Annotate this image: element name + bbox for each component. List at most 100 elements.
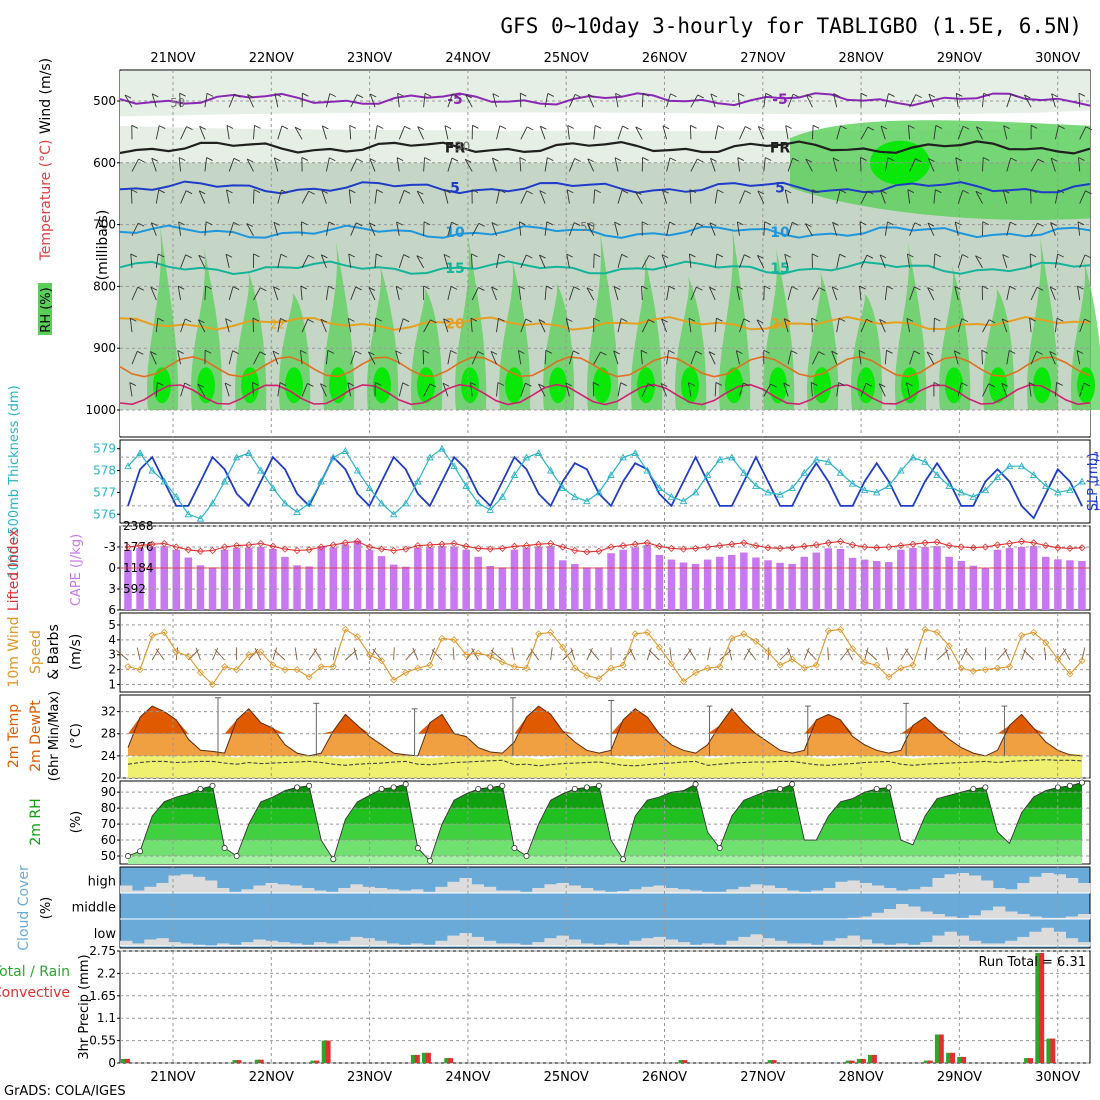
wind-barb-flag [329, 157, 336, 162]
wind-barb [1029, 253, 1032, 268]
cape-bar [703, 559, 712, 610]
wind-barb [151, 158, 157, 172]
wind-barb [566, 254, 570, 268]
wind-barb [661, 254, 668, 269]
wind-barb-flag [199, 125, 206, 130]
wind-barb-flag [199, 190, 206, 195]
cloud-high-bar [289, 885, 303, 893]
wind-barb-flag [661, 254, 669, 259]
wind-barb-flag [976, 126, 983, 131]
precip-convective-bar [771, 1060, 777, 1063]
wind-barb-10m [904, 648, 914, 661]
cloud-middle-bar [1041, 917, 1054, 920]
dewpoint-line [127, 759, 1083, 767]
wind-barb-flag [369, 222, 376, 227]
wind-barb-flag [565, 382, 572, 387]
cloud-middle-bar [968, 915, 982, 920]
wind-barb-flag [690, 124, 697, 129]
wind-barb [273, 222, 279, 236]
wind-barb [928, 158, 935, 172]
wind-barb-flag [540, 125, 547, 130]
wind-speed-point [535, 630, 543, 638]
pressure-tick-label: 1000 [85, 403, 116, 417]
precip-total-bar [422, 1052, 428, 1063]
top-date-label: 25NOV [544, 51, 589, 66]
wind-barb-flag [424, 92, 432, 97]
cloud-high-bar [508, 890, 521, 893]
thickness-point [414, 477, 422, 485]
rh-plume-core [197, 367, 215, 404]
wind-barb [909, 94, 917, 108]
wind-barb-flag [1050, 157, 1058, 162]
rh2m-unit-label: (%) [69, 811, 84, 834]
wind-barb [836, 254, 841, 268]
cloud-high-bar [726, 889, 739, 894]
wind-label: Wind (m/s) [38, 58, 54, 134]
thickness-point [389, 510, 398, 518]
wind-barb-flag [933, 382, 941, 386]
wind-barb-flag [669, 157, 677, 162]
wind-barb [155, 189, 160, 204]
cape-bar [305, 566, 313, 610]
wind-barb-flag [757, 254, 764, 259]
wind-barb [1028, 382, 1032, 397]
slp-axis-label: SLP (mb) [1086, 453, 1100, 512]
wind-barb-10m [688, 648, 696, 661]
cloud-low-bar [435, 940, 448, 946]
wind-barb-flag [955, 221, 962, 226]
thickness-point [728, 453, 736, 461]
precip-total-bar [1024, 1058, 1030, 1063]
temperature-tick-label: 28 [101, 727, 116, 741]
wind-barb-flag [963, 125, 970, 130]
precip-total-bar [410, 1054, 417, 1063]
wind-barb [277, 254, 282, 268]
wind-barb [350, 222, 357, 236]
cloud-low-bar [568, 939, 581, 946]
wind-speed-point [631, 630, 639, 638]
wind-speed-point [945, 642, 953, 650]
pressure-tick-label: 800 [93, 279, 116, 293]
wind-barb [708, 351, 716, 365]
cloud-high-bar [386, 889, 400, 894]
wind-barb [301, 319, 309, 333]
wind-barb-10m [886, 647, 890, 661]
wind-barb-flag [838, 317, 846, 322]
lifted-index-point [353, 537, 362, 545]
cloud-low-bar [1053, 931, 1066, 946]
wind-barb-flag [928, 93, 936, 98]
precip-total-bar [232, 1060, 239, 1063]
wind-barb-flag [525, 382, 532, 387]
wind-barb-10m [944, 647, 950, 661]
wind-speed-point [329, 663, 337, 671]
minmax-label: (6hr Min/Max) [47, 691, 62, 781]
wind-barb-flag [696, 286, 703, 291]
wind-barb [398, 318, 404, 333]
wind-barb [301, 383, 308, 397]
lifted-index-tick-label: 0 [108, 561, 116, 575]
wind-barb [155, 318, 159, 333]
rh-band [128, 824, 1082, 841]
wind-barb [787, 158, 794, 172]
lifted-index-point [571, 546, 579, 555]
wind-barb-flag [204, 349, 212, 354]
wind-barb-flag [983, 157, 990, 161]
rh-label: RH (%) [39, 287, 54, 332]
wind-barb-flag [321, 189, 329, 194]
wind-barb-flag [934, 253, 942, 258]
wind10m-label: Speed [28, 630, 44, 674]
cloud-low-bar [859, 939, 872, 946]
wind-barb [228, 286, 234, 301]
lifted-index-point [245, 541, 253, 549]
wind-barb [593, 125, 596, 140]
wind-barb-flag [1009, 221, 1017, 226]
wind-barb-flag [423, 285, 430, 290]
isotherm-label: 15 [445, 261, 464, 277]
wind-barb-flag [1051, 93, 1058, 98]
precip-convective-label: Convective [0, 985, 70, 1001]
wind-barb [496, 253, 500, 268]
slp-thickness-panel: 1008101010125765775785791000~500mb Thick… [7, 385, 1100, 578]
cape-bar [836, 549, 845, 610]
cloud-middle-bar [908, 906, 921, 919]
wind-barb-flag [1009, 285, 1016, 290]
